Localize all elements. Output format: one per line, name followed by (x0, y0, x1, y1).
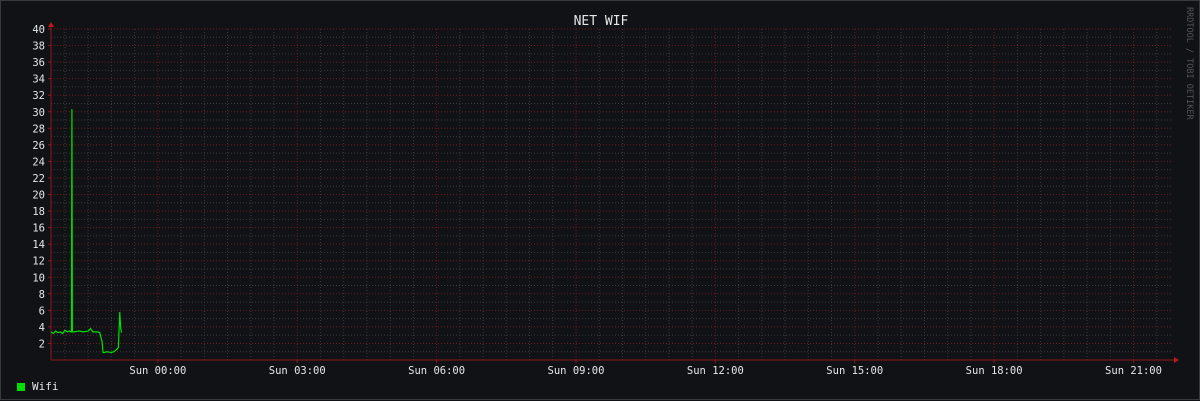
rrdtool-watermark: RRDTOOL / TOBI OETIKER (1184, 7, 1194, 120)
y-tick-label: 4 (39, 322, 45, 334)
legend-swatch-wifi (17, 382, 25, 391)
y-tick-label: 20 (32, 190, 45, 202)
x-tick-label: Sun 18:00 (966, 365, 1023, 377)
y-tick-label: 2 (39, 338, 45, 350)
axis-layer (48, 22, 1179, 363)
x-tick-label: Sun 09:00 (548, 365, 605, 377)
grid-layer (51, 28, 1173, 360)
x-tick-label: Sun 00:00 (129, 365, 186, 377)
y-tick-label: 22 (32, 173, 45, 185)
series-line-wifi (50, 109, 123, 354)
y-tick-label: 26 (32, 140, 45, 152)
y-tick-label: 40 (32, 24, 45, 36)
chart-title: NET WIF (574, 14, 629, 29)
x-tick-label: Sun 06:00 (408, 365, 465, 377)
y-tick-label: 6 (39, 305, 45, 317)
y-tick-label: 10 (32, 272, 45, 284)
y-tick-label: 34 (32, 74, 45, 86)
series-layer (50, 109, 123, 354)
y-tick-label: 14 (32, 239, 45, 251)
x-tick-label: Sun 12:00 (687, 365, 744, 377)
x-tick-label: Sun 15:00 (826, 365, 883, 377)
x-tick-label: Sun 21:00 (1105, 365, 1162, 377)
y-tick-label: 36 (32, 57, 45, 69)
y-tick-label: 12 (32, 256, 45, 268)
x-tick-label: Sun 03:00 (269, 365, 326, 377)
y-tick-label: 32 (32, 90, 45, 102)
y-tick-label: 30 (32, 107, 45, 119)
y-axis-arrow (48, 22, 54, 27)
y-tick-label: 24 (32, 156, 45, 168)
y-tick-label: 16 (32, 223, 45, 235)
tick-labels: 246810121416182022242628303234363840Sun … (32, 24, 1162, 377)
y-tick-label: 28 (32, 123, 45, 135)
y-tick-label: 8 (39, 289, 45, 301)
x-axis-arrow (1174, 357, 1179, 363)
legend: Wifi (17, 380, 59, 393)
legend-label-wifi: Wifi (32, 380, 59, 393)
y-tick-label: 18 (32, 206, 45, 218)
y-tick-label: 38 (32, 41, 45, 53)
